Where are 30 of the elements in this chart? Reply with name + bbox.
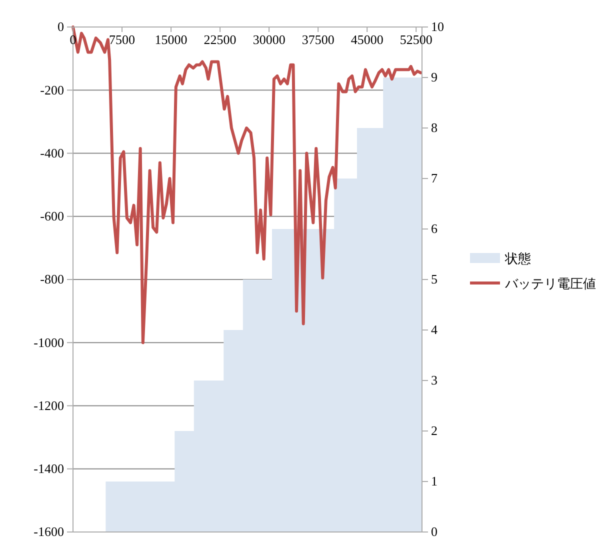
x-tick-label: 22500 xyxy=(204,32,236,48)
y2-tick-label: 6 xyxy=(431,221,438,236)
legend-label: バッテリ電圧値 xyxy=(504,277,596,292)
y-tick-label: -1200 xyxy=(34,398,64,413)
y-tick-label: -1400 xyxy=(34,461,64,476)
x-tick-label: 15000 xyxy=(154,32,188,48)
y2-tick-label: 10 xyxy=(431,19,444,34)
y-tick-label: -800 xyxy=(40,272,64,287)
y2-tick-label: 8 xyxy=(431,120,438,136)
x-tick-label: 52500 xyxy=(400,32,432,48)
y-tick-label: -400 xyxy=(40,145,64,160)
y-tick-label: -200 xyxy=(40,82,64,98)
x-tick-label: 45000 xyxy=(350,32,384,48)
x-tick-label: 7500 xyxy=(109,32,136,48)
y2-tick-label: 0 xyxy=(431,524,438,540)
y2-tick-label: 9 xyxy=(431,70,438,85)
y-tick-label: -600 xyxy=(40,208,64,224)
y2-tick-label: 2 xyxy=(431,423,438,438)
y-tick-label: -1000 xyxy=(34,334,64,350)
y2-tick-label: 3 xyxy=(431,372,438,388)
y2-tick-label: 4 xyxy=(431,322,438,338)
y-tick-label: -1600 xyxy=(34,524,64,540)
x-tick-label: 0 xyxy=(70,32,76,48)
y-tick-label: 0 xyxy=(58,19,64,34)
y2-tick-label: 7 xyxy=(431,170,438,186)
x-tick-label: 37500 xyxy=(302,32,334,48)
y2-tick-label: 5 xyxy=(431,272,438,287)
x-tick-label: 30000 xyxy=(252,32,286,48)
y2-tick-label: 1 xyxy=(431,474,438,489)
legend-label: 状態 xyxy=(504,252,531,267)
